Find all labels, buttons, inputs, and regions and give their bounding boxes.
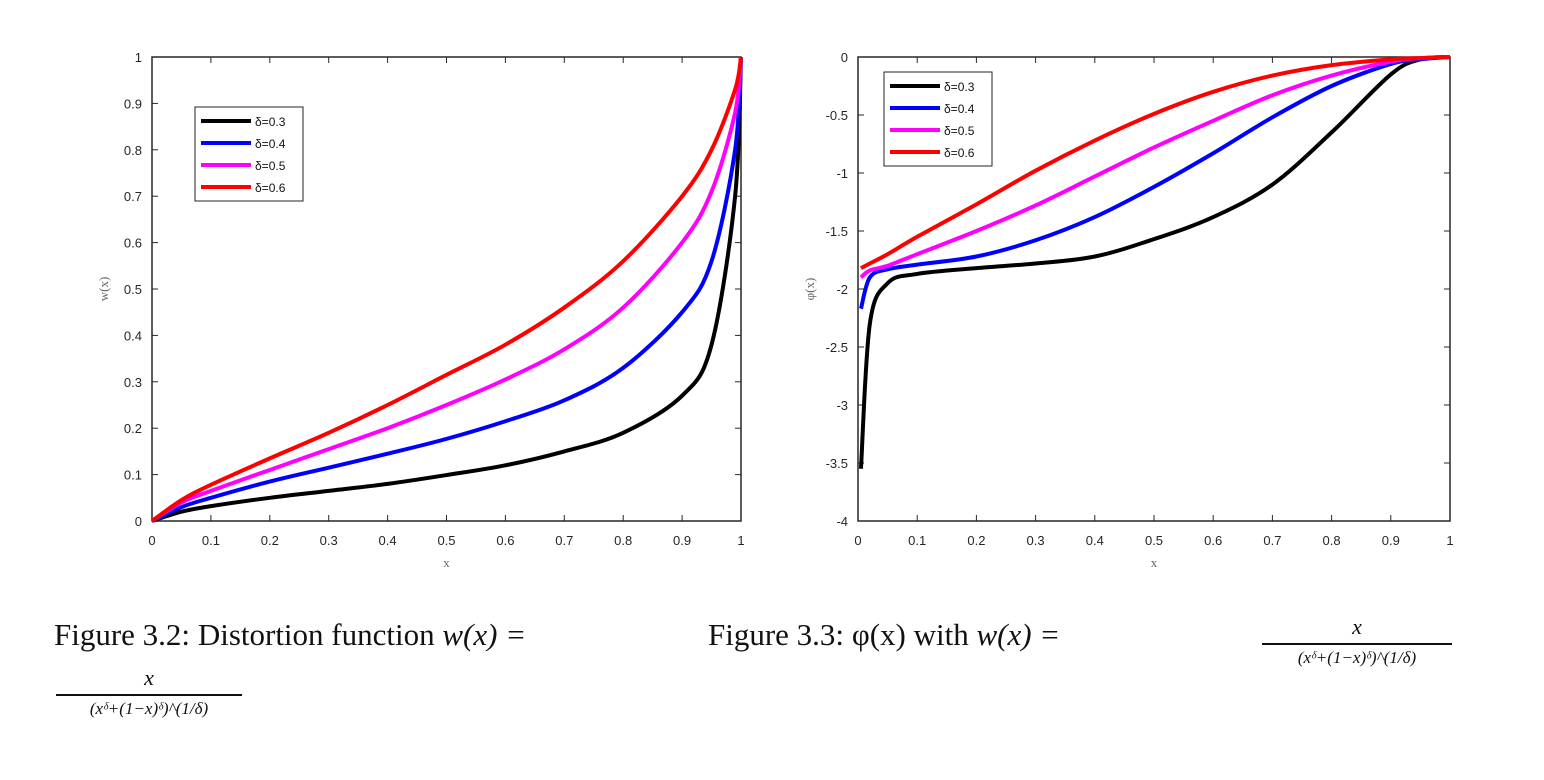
caption-left-formula: x (xᵟ+(1−x)ᵟ)^(1/δ) (56, 665, 242, 719)
y-tick-label: 0.5 (124, 282, 142, 297)
x-tick-label: 0.6 (1204, 533, 1222, 548)
y-tick-label: -1 (836, 166, 848, 181)
legend-label: δ=0.6 (255, 181, 286, 195)
y-tick-label: 0.9 (124, 96, 142, 111)
y-tick-label: 1 (135, 50, 142, 65)
y-tick-label: -2 (836, 282, 848, 297)
y-tick-label: 0.4 (124, 328, 142, 343)
series-line-0.3 (858, 55, 1451, 469)
fraction-bar (1262, 643, 1452, 645)
x-tick-label: 0.1 (908, 533, 926, 548)
series-line-0.4 (151, 56, 743, 523)
x-tick-label: 0.2 (967, 533, 985, 548)
y-tick-label: 0.1 (124, 468, 142, 483)
y-tick-label: -3.5 (826, 456, 848, 471)
x-tick-label: 0.6 (496, 533, 514, 548)
caption-right-lhs: w(x) = (976, 617, 1061, 652)
x-axis-label: x (443, 555, 450, 570)
caption-left: Figure 3.2: Distortion function w(x) = (54, 617, 526, 653)
series-line-0.3 (151, 56, 743, 523)
x-tick-label: 0.9 (673, 533, 691, 548)
chart-2: 0 0.1 0.2 0.3 0.4 0.5 0.6 0.7 0.8 0.9 1 -4 -3.5 -3 -2.… (802, 50, 1454, 570)
legend-label: δ=0.5 (944, 124, 975, 138)
caption-left-label: Figure 3.2: (54, 617, 191, 652)
x-tick-label: 0.3 (320, 533, 338, 548)
x-tick-label: 0.9 (1382, 533, 1400, 548)
series-line-0.5 (859, 55, 1451, 279)
caption-left-text: Distortion function (197, 617, 435, 652)
y-tick-label: 0.6 (124, 236, 142, 251)
legend-label: δ=0.3 (255, 115, 286, 129)
x-tick-label: 0.8 (614, 533, 632, 548)
x-tick-label: 0 (148, 533, 155, 548)
x-tick-label: 0.7 (1263, 533, 1281, 548)
y-tick-label: -2.5 (826, 340, 848, 355)
legend-label: δ=0.4 (255, 137, 286, 151)
x-tick-label: 1 (1446, 533, 1453, 548)
y-axis-label: w(x) (96, 277, 111, 302)
formula-denominator: (xᵟ+(1−x)ᵟ)^(1/δ) (89, 699, 209, 718)
caption-right-text: φ(x) with (851, 617, 969, 652)
x-tick-label: 0.1 (202, 533, 220, 548)
y-tick-label: 0.2 (124, 421, 142, 436)
x-tick-label: 0.3 (1027, 533, 1045, 548)
x-tick-label: 0.8 (1323, 533, 1341, 548)
caption-left-lhs: w(x) = (442, 617, 527, 652)
legend: δ=0.3 δ=0.4 δ=0.5 δ=0.6 (194, 106, 304, 202)
formula-denominator: (xᵟ+(1−x)ᵟ)^(1/δ) (1297, 648, 1417, 667)
legend-label: δ=0.3 (944, 80, 975, 94)
x-tick-label: 0.7 (555, 533, 573, 548)
x-tick-label: 0.5 (437, 533, 455, 548)
series-line-0.4 (859, 55, 1451, 310)
y-tick-label: 0.8 (124, 143, 142, 158)
legend-label: δ=0.5 (255, 159, 286, 173)
series-line-0.5 (150, 56, 743, 523)
caption-right-formula: x (xᵟ+(1−x)ᵟ)^(1/δ) (1262, 614, 1452, 668)
y-tick-label: -1.5 (826, 224, 848, 239)
series-line-0.6 (860, 55, 1451, 270)
legend-label: δ=0.6 (944, 146, 975, 160)
legend: δ=0.3 δ=0.4 δ=0.5 δ=0.6 (883, 71, 993, 167)
y-tick-label: 0.3 (124, 375, 142, 390)
y-tick-label: -4 (836, 514, 848, 529)
y-axis-label: φ(x) (802, 278, 817, 301)
x-tick-label: 0.2 (261, 533, 279, 548)
x-tick-label: 1 (737, 533, 744, 548)
series-line-0.6 (150, 56, 743, 523)
y-tick-label: 0 (135, 514, 142, 529)
caption-right: Figure 3.3: φ(x) with w(x) = (708, 617, 1060, 653)
chart-1: 0 0.1 0.2 0.3 0.4 0.5 0.6 0.7 0.8 0.9 1 0 0.1 0.2 0.3 0… (96, 50, 745, 570)
legend-label: δ=0.4 (944, 102, 975, 116)
y-tick-label: -3 (836, 398, 848, 413)
y-tick-label: -0.5 (826, 108, 848, 123)
y-tick-label: 0 (841, 50, 848, 65)
x-tick-label: 0.4 (379, 533, 397, 548)
y-tick-label: 0.7 (124, 189, 142, 204)
x-axis-label: x (1151, 555, 1158, 570)
x-tick-label: 0.4 (1086, 533, 1104, 548)
x-tick-label: 0 (854, 533, 861, 548)
formula-numerator: x (1352, 614, 1362, 639)
x-tick-label: 0.5 (1145, 533, 1163, 548)
formula-numerator: x (144, 665, 154, 690)
fraction-bar (56, 694, 242, 696)
caption-right-label: Figure 3.3: (708, 617, 845, 652)
